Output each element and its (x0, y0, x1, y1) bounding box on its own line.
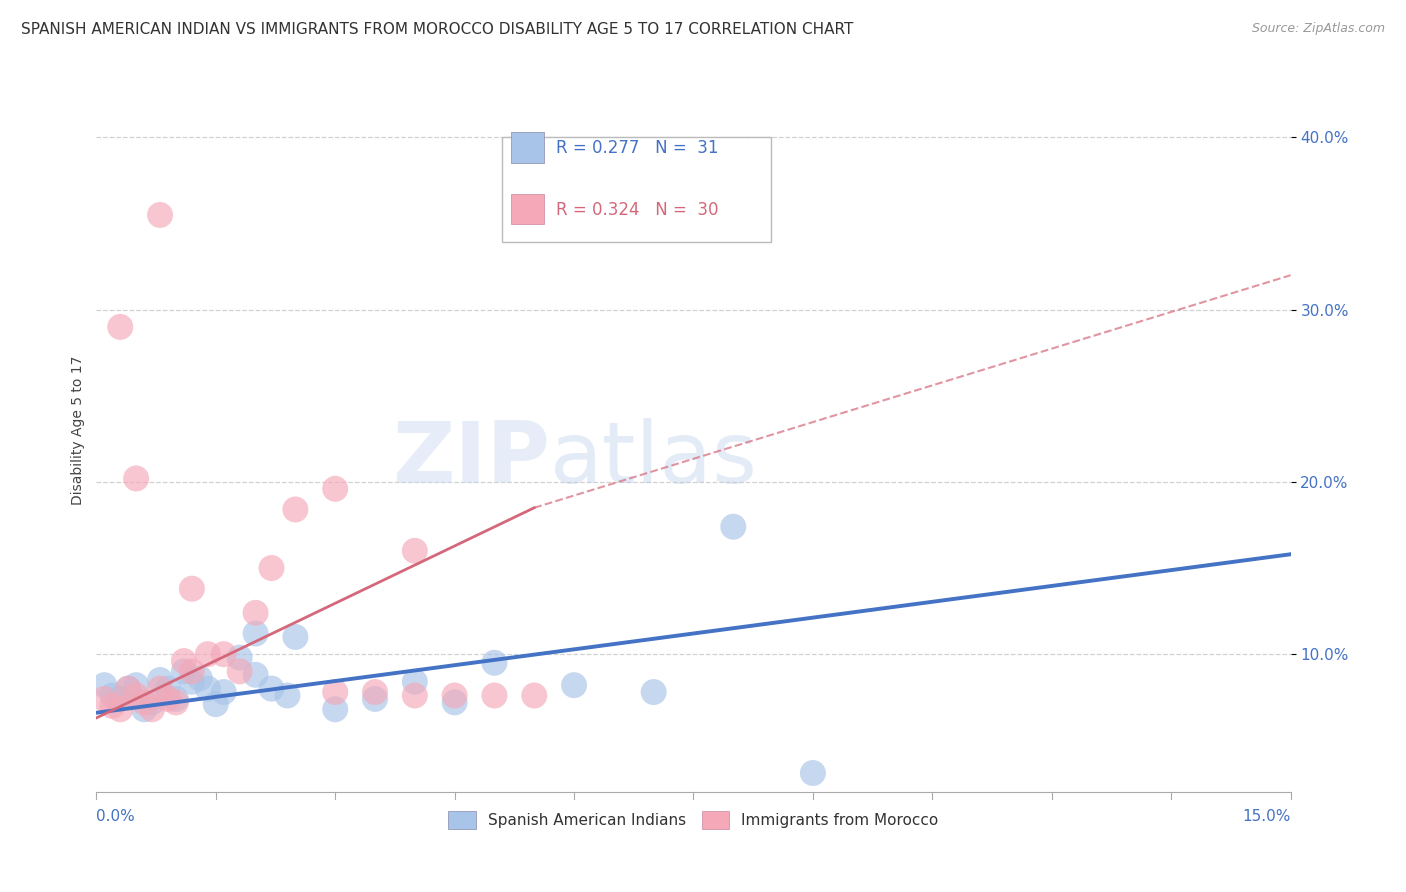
Point (228, 650, 250, 665)
Point (276, 689, 298, 703)
Point (323, 482, 346, 496)
Point (801, 766, 824, 780)
Point (245, 668, 267, 682)
Point (165, 695, 187, 709)
Point (404, 674, 426, 689)
Legend: Spanish American Indians, Immigrants from Morocco: Spanish American Indians, Immigrants fro… (443, 805, 945, 835)
Point (93, 678, 115, 692)
Point (443, 695, 465, 709)
Point (323, 702, 346, 716)
Point (523, 689, 546, 703)
Point (204, 697, 226, 711)
Point (110, 692, 132, 706)
Text: SPANISH AMERICAN INDIAN VS IMMIGRANTS FROM MOROCCO DISABILITY AGE 5 TO 17 CORREL: SPANISH AMERICAN INDIAN VS IMMIGRANTS FR… (21, 22, 853, 37)
Point (125, 471, 148, 485)
Bar (510, 194, 544, 224)
Point (245, 606, 267, 620)
Point (364, 692, 387, 706)
Point (284, 630, 307, 644)
Text: ZIP: ZIP (392, 417, 550, 500)
Text: Source: ZipAtlas.com: Source: ZipAtlas.com (1251, 22, 1385, 36)
Y-axis label: Disability Age 5 to 17: Disability Age 5 to 17 (72, 356, 86, 505)
Point (364, 685, 387, 699)
Point (173, 654, 195, 668)
Point (260, 561, 283, 575)
Point (156, 692, 179, 706)
Point (404, 544, 426, 558)
Point (117, 681, 139, 696)
Point (134, 695, 156, 709)
Point (165, 692, 187, 706)
Point (180, 665, 202, 679)
Text: 15.0%: 15.0% (1243, 809, 1291, 824)
Point (149, 208, 172, 222)
Point (101, 689, 124, 703)
Text: 0.0%: 0.0% (97, 809, 135, 824)
Point (125, 678, 148, 692)
Text: R = 0.324   N =  30: R = 0.324 N = 30 (557, 201, 718, 219)
Point (562, 678, 585, 692)
Point (212, 647, 235, 661)
Point (484, 656, 506, 670)
Point (173, 665, 195, 679)
Point (156, 681, 179, 696)
Text: R = 0.277   N =  31: R = 0.277 N = 31 (557, 139, 718, 157)
Point (643, 685, 665, 699)
Point (110, 702, 132, 716)
Point (101, 698, 124, 713)
Point (197, 681, 219, 696)
Bar (510, 132, 544, 162)
Point (141, 695, 163, 709)
Point (188, 671, 211, 685)
Point (228, 665, 250, 679)
Point (110, 319, 132, 334)
Point (180, 674, 202, 689)
Point (245, 626, 267, 640)
Point (323, 685, 346, 699)
Point (149, 681, 172, 696)
Point (134, 702, 156, 716)
Point (484, 689, 506, 703)
Point (125, 689, 148, 703)
Point (212, 685, 235, 699)
Point (443, 689, 465, 703)
Text: atlas: atlas (550, 417, 758, 500)
Point (723, 519, 745, 533)
Point (117, 681, 139, 696)
Point (93, 692, 115, 706)
Point (260, 681, 283, 696)
Point (149, 673, 172, 687)
Point (404, 689, 426, 703)
Point (197, 647, 219, 661)
Point (284, 502, 307, 516)
FancyBboxPatch shape (502, 137, 770, 242)
Point (141, 702, 163, 716)
Point (180, 582, 202, 596)
